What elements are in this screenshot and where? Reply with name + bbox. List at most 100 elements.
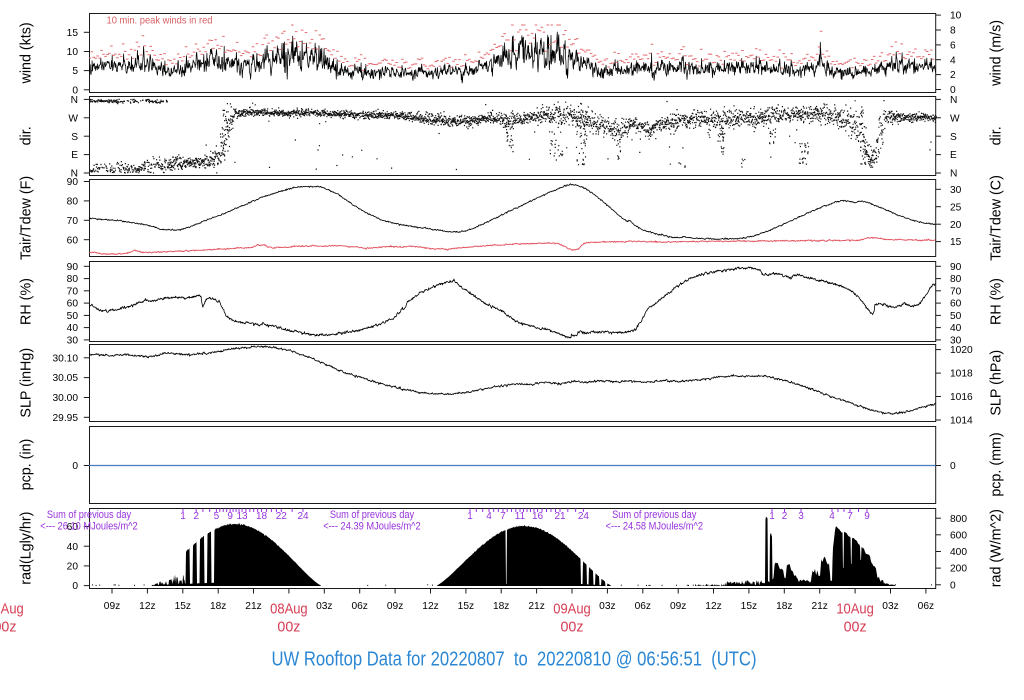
svg-text:11: 11 [515, 511, 526, 522]
svg-text:22: 22 [276, 511, 288, 522]
svg-text:1: 1 [769, 511, 775, 522]
svg-text:N: N [71, 169, 78, 180]
svg-text:1: 1 [467, 511, 473, 522]
svg-text:8: 8 [950, 26, 956, 37]
svg-text:Tair/Tdew (F): Tair/Tdew (F) [19, 176, 35, 260]
svg-text:09Aug: 09Aug [553, 601, 591, 618]
svg-text:21z: 21z [811, 601, 827, 612]
svg-text:06z: 06z [918, 601, 934, 612]
svg-text:S: S [950, 132, 957, 143]
svg-text:5: 5 [72, 66, 78, 77]
svg-text:03z: 03z [599, 601, 615, 612]
svg-text:18: 18 [256, 511, 268, 522]
svg-text:30: 30 [950, 185, 962, 196]
svg-text:pcp. (mm): pcp. (mm) [989, 432, 1005, 496]
svg-text:0: 0 [72, 581, 78, 592]
svg-text:03z: 03z [882, 601, 898, 612]
svg-text:Sum of previous day: Sum of previous day [330, 509, 415, 521]
svg-text:W: W [68, 113, 78, 124]
svg-text:24: 24 [578, 511, 590, 522]
svg-text:N: N [950, 95, 957, 106]
svg-text:Sum of previous day: Sum of previous day [47, 509, 132, 521]
svg-text:40: 40 [67, 323, 79, 334]
svg-text:9: 9 [227, 511, 233, 522]
svg-text:21: 21 [554, 511, 566, 522]
svg-text:40: 40 [67, 542, 79, 553]
svg-text:E: E [950, 150, 957, 161]
svg-text:10: 10 [67, 47, 79, 58]
svg-text:dir.: dir. [19, 126, 35, 145]
svg-text:RH (%): RH (%) [989, 278, 1005, 325]
svg-text:dir.: dir. [989, 126, 1005, 145]
svg-text:12z: 12z [705, 601, 721, 612]
svg-text:13: 13 [236, 511, 248, 522]
svg-text:09z: 09z [670, 601, 686, 612]
svg-text:N: N [71, 95, 78, 106]
svg-text:7: 7 [847, 511, 853, 522]
svg-text:200: 200 [950, 564, 967, 575]
svg-text:18z: 18z [210, 601, 226, 612]
svg-text:24: 24 [297, 511, 309, 522]
svg-text:9: 9 [864, 511, 870, 522]
svg-text:UW Rooftop Data for 20220807: UW Rooftop Data for 20220807 to 20220810… [272, 649, 757, 671]
svg-text:12z: 12z [139, 601, 155, 612]
svg-text:07Aug: 07Aug [0, 601, 24, 618]
svg-text:60: 60 [67, 235, 79, 246]
svg-text:5: 5 [214, 511, 220, 522]
svg-text:pcp. (in): pcp. (in) [19, 439, 35, 491]
svg-text:30.00: 30.00 [53, 393, 79, 404]
svg-text:15z: 15z [175, 601, 191, 612]
svg-text:<--- 26.10 MJoules/m^2: <--- 26.10 MJoules/m^2 [40, 520, 137, 532]
svg-text:16: 16 [532, 511, 544, 522]
svg-text:600: 600 [950, 530, 967, 541]
svg-text:18z: 18z [493, 601, 509, 612]
svg-text:06z: 06z [635, 601, 651, 612]
svg-text:0: 0 [950, 461, 956, 472]
svg-text:30: 30 [67, 336, 79, 347]
svg-text:70: 70 [67, 286, 79, 297]
svg-text:rad(Lgly/hr): rad(Lgly/hr) [19, 512, 35, 585]
svg-text:1: 1 [180, 511, 186, 522]
svg-text:wind (m/s): wind (m/s) [989, 20, 1005, 87]
svg-text:80: 80 [950, 274, 962, 285]
svg-text:1016: 1016 [950, 392, 973, 403]
svg-text:80: 80 [67, 197, 79, 208]
svg-text:06z: 06z [351, 601, 367, 612]
svg-text:rad (W/m^2): rad (W/m^2) [989, 509, 1005, 587]
svg-text:20: 20 [950, 220, 962, 231]
svg-text:3: 3 [798, 511, 804, 522]
svg-text:wind (kts): wind (kts) [19, 22, 35, 84]
svg-text:N: N [950, 169, 957, 180]
svg-text:0: 0 [950, 580, 956, 591]
svg-text:70: 70 [950, 286, 962, 297]
svg-text:12z: 12z [422, 601, 438, 612]
svg-text:50: 50 [67, 311, 79, 322]
svg-text:0: 0 [72, 461, 78, 472]
svg-text:1018: 1018 [950, 369, 973, 380]
svg-text:W: W [950, 113, 960, 124]
svg-text:21z: 21z [245, 601, 261, 612]
svg-text:1020: 1020 [950, 345, 973, 356]
svg-text:6: 6 [950, 41, 956, 52]
svg-text:00z: 00z [561, 619, 584, 636]
svg-text:80: 80 [67, 274, 79, 285]
svg-text:25: 25 [950, 202, 962, 213]
svg-text:2: 2 [950, 70, 956, 81]
svg-text:400: 400 [950, 547, 967, 558]
svg-text:10 min. peak winds in red: 10 min. peak winds in red [107, 15, 213, 27]
svg-text:29.95: 29.95 [53, 413, 79, 424]
svg-text:<--- 24.39 MJoules/m^2: <--- 24.39 MJoules/m^2 [323, 520, 420, 532]
svg-text:4: 4 [950, 55, 956, 66]
svg-text:<--- 24.58 MJoules/m^2: <--- 24.58 MJoules/m^2 [606, 520, 703, 532]
svg-text:Tair/Tdew (C): Tair/Tdew (C) [989, 175, 1005, 261]
svg-text:30.10: 30.10 [53, 353, 79, 364]
svg-text:E: E [71, 150, 78, 161]
svg-text:0: 0 [950, 85, 956, 96]
svg-text:00z: 00z [277, 619, 300, 636]
svg-text:Sum of previous day: Sum of previous day [612, 509, 697, 521]
svg-text:21z: 21z [528, 601, 544, 612]
svg-text:SLP (inHg): SLP (inHg) [19, 348, 35, 418]
svg-text:2: 2 [193, 511, 199, 522]
svg-text:60: 60 [67, 299, 79, 310]
svg-text:00z: 00z [844, 619, 867, 636]
